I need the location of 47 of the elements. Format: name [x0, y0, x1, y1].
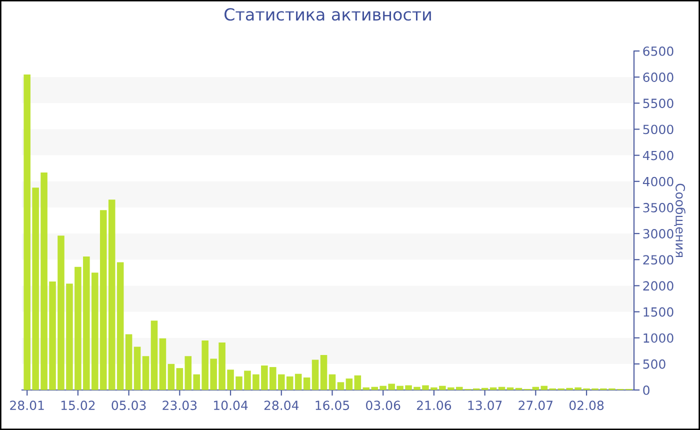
y-tick-label: 5000: [643, 124, 674, 134]
bar: [294, 374, 302, 390]
x-tick-label: 23.03: [162, 400, 197, 410]
bar: [328, 374, 336, 390]
bar: [354, 375, 362, 390]
bar: [506, 387, 514, 390]
bar: [320, 355, 328, 390]
bar: [142, 356, 150, 390]
y-tick-label: 500: [643, 359, 666, 369]
bar: [490, 387, 497, 390]
bar: [168, 364, 175, 390]
y-tick-label: 5500: [643, 98, 674, 108]
x-tick-label: 05.03: [112, 400, 146, 410]
bar: [125, 334, 132, 390]
chart-title: Статистика активности: [224, 8, 431, 21]
bar: [312, 360, 319, 390]
y-tick-label: 4000: [642, 176, 674, 186]
x-tick-label: 10.04: [214, 400, 248, 410]
bar: [346, 378, 353, 390]
bar: [134, 346, 141, 390]
bar: [116, 262, 124, 390]
bar: [498, 386, 506, 390]
x-tick-label: 28.01: [10, 400, 44, 410]
y-axis-title: Сообщения: [674, 184, 686, 257]
bar: [159, 338, 166, 390]
x-tick-label: 28.04: [264, 400, 299, 410]
bar: [337, 382, 344, 390]
y-tick-label: 0: [643, 385, 650, 395]
x-tick-label: 21.06: [416, 400, 452, 410]
x-tick-label: 13.07: [468, 400, 502, 410]
x-tick-label: 02.08: [569, 400, 604, 410]
y-tick-label: 2500: [643, 255, 674, 265]
y-tick-label: 1000: [644, 333, 674, 343]
bar: [303, 377, 310, 390]
y-tick-label: 1500: [644, 307, 674, 317]
y-tick-label: 4500: [642, 150, 674, 160]
x-tick-label: 15.02: [61, 400, 95, 410]
y-tick-label: 2000: [643, 281, 674, 291]
x-tick-label: 27.07: [518, 400, 552, 410]
y-tick-label: 3500: [643, 202, 674, 212]
x-tick-label: 03.06: [366, 400, 400, 410]
y-tick-label: 6000: [643, 72, 674, 82]
bar: [150, 320, 158, 390]
y-tick-label: 6500: [643, 46, 674, 56]
y-tick-label: 3000: [643, 229, 674, 238]
x-tick-label: 16.05: [316, 400, 350, 410]
bar: [532, 386, 540, 390]
